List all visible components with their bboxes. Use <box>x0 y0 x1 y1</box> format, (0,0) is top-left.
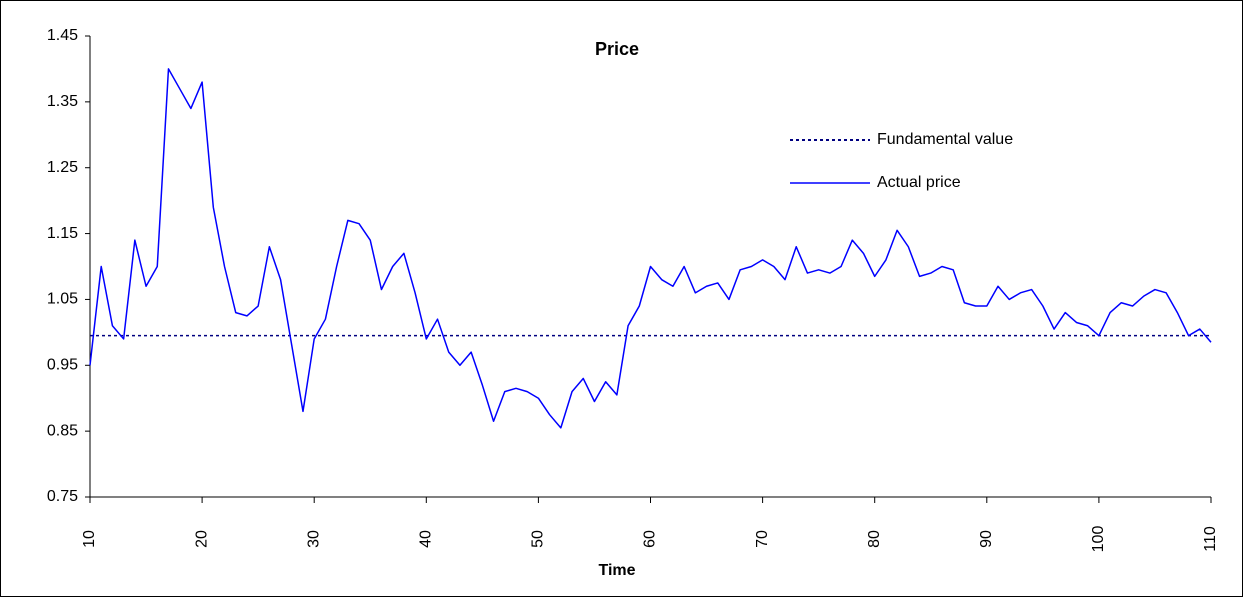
x-tick-label: 50 <box>530 530 547 548</box>
x-tick-label: 100 <box>1090 526 1107 553</box>
y-tick-label: 0.95 <box>47 357 78 374</box>
x-tick-label: 70 <box>754 530 771 548</box>
x-axis-label: Time <box>598 562 635 579</box>
y-tick-label: 1.25 <box>47 159 78 176</box>
x-tick-label: 90 <box>978 530 995 548</box>
y-tick-label: 1.45 <box>47 27 78 44</box>
y-tick-label: 1.15 <box>47 225 78 242</box>
y-tick-label: 0.85 <box>47 422 78 439</box>
x-tick-label: 10 <box>81 530 98 548</box>
x-tick-label: 20 <box>193 530 210 548</box>
legend-label: Actual price <box>877 174 961 191</box>
y-tick-label: 1.35 <box>47 93 78 110</box>
y-tick-label: 1.05 <box>47 291 78 308</box>
x-tick-label: 110 <box>1202 526 1219 552</box>
x-tick-label: 60 <box>642 530 659 548</box>
x-tick-label: 40 <box>418 530 435 548</box>
x-tick-label: 80 <box>866 530 883 548</box>
chart-title: Price <box>595 39 639 59</box>
legend-label: Fundamental value <box>877 131 1013 148</box>
y-tick-label: 0.75 <box>47 488 78 505</box>
x-tick-label: 30 <box>305 530 322 548</box>
price-line <box>89 68 1212 429</box>
